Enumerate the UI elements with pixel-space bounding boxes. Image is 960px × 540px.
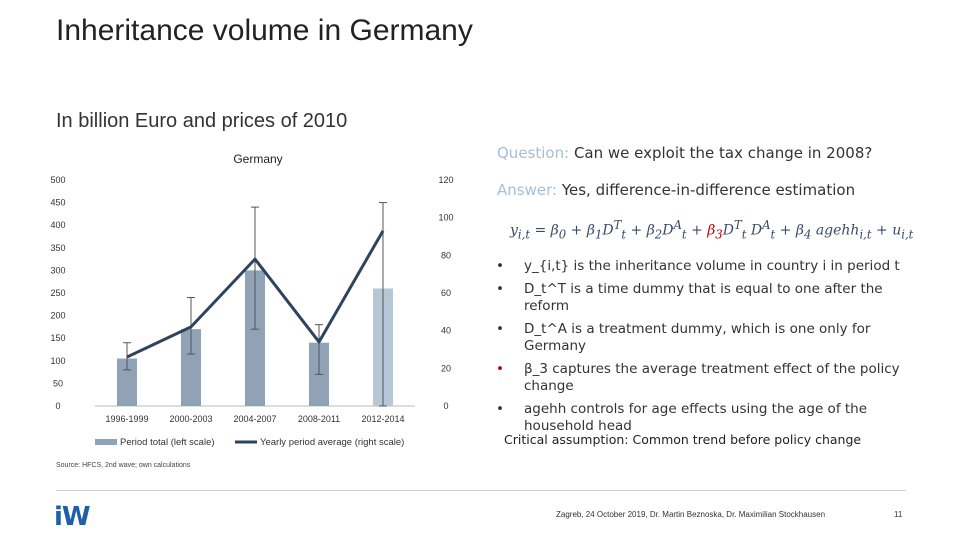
slide-title: Inheritance volume in Germany (56, 14, 473, 47)
answer-label: Answer: (497, 181, 558, 199)
question-line: Question: Can we exploit the tax change … (497, 144, 872, 162)
question-text: Can we exploit the tax change in 2008? (573, 144, 873, 162)
right-axis-tick: 120 (438, 175, 453, 185)
explanation-list: • y_{i,t} is the inheritance volume in co… (496, 258, 906, 441)
footer-text: Zagreb, 24 October 2019, Dr. Martin Bezn… (556, 510, 826, 519)
left-axis-tick: 450 (50, 198, 65, 208)
left-axis-tick: 350 (50, 243, 65, 253)
x-tick-label: 2008-2011 (298, 414, 340, 424)
right-axis-tick: 100 (438, 213, 453, 223)
right-axis-tick: 60 (441, 288, 451, 298)
right-axis-tick: 0 (443, 401, 448, 411)
x-tick-label: 1996-1999 (105, 414, 148, 424)
list-item: • agehh controls for age effects using th… (496, 401, 868, 434)
x-tick-label: 2000-2003 (169, 414, 212, 424)
answer-line: Answer: Yes, difference-in-difference es… (497, 181, 855, 199)
source-note: Source: HFCS, 2nd wave; own calculations (56, 462, 191, 469)
left-axis-tick: 300 (50, 265, 65, 275)
footer-divider (56, 490, 906, 491)
bar (245, 270, 265, 406)
left-axis-tick: 50 (53, 378, 63, 388)
left-axis-tick: 400 (50, 220, 65, 230)
list-item: • β_3 captures the average treatment effe… (496, 361, 900, 394)
left-axis-tick: 0 (55, 401, 60, 411)
left-axis-tick: 250 (50, 288, 65, 298)
left-axis-tick: 500 (50, 175, 65, 185)
legend-line-label: Yearly period average (right scale) (260, 437, 404, 448)
iw-logo: iW (54, 502, 91, 532)
left-axis-tick: 100 (50, 356, 65, 366)
legend-bar-label: Period total (left scale) (120, 437, 215, 448)
list-item: • D_t^T is a time dummy that is equal to … (496, 281, 883, 314)
right-axis-tick: 40 (441, 326, 451, 336)
list-item: • y_{i,t} is the inheritance volume in co… (496, 258, 900, 274)
x-tick-label: 2012-2014 (361, 414, 404, 424)
page-number: 11 (894, 510, 903, 519)
slide-subtitle: In billion Euro and prices of 2010 (56, 110, 348, 132)
question-label: Question: (497, 144, 570, 162)
left-axis-tick: 200 (50, 311, 65, 321)
chart-title: Germany (233, 152, 282, 166)
right-axis-tick: 20 (441, 363, 451, 373)
inheritance-chart: Germany 0 50 100 150 200 250 300 350 400 450 500 0 20… (50, 152, 453, 448)
critical-assumption: Critical assumption: Common trend before… (504, 432, 862, 447)
right-axis-tick: 80 (441, 250, 451, 260)
bar (117, 358, 137, 406)
legend-bar-swatch (95, 439, 117, 445)
left-axis-tick: 150 (50, 333, 65, 343)
x-tick-label: 2004-2007 (233, 414, 276, 424)
regression-equation: yi,t = β0 + β1DTt + β2DAt + β3DTt DAt + … (510, 218, 914, 242)
answer-text: Yes, difference-in-difference estimation (561, 181, 856, 199)
bar (181, 329, 201, 406)
list-item: • D_t^A is a treatment dummy, which is on… (496, 321, 871, 354)
